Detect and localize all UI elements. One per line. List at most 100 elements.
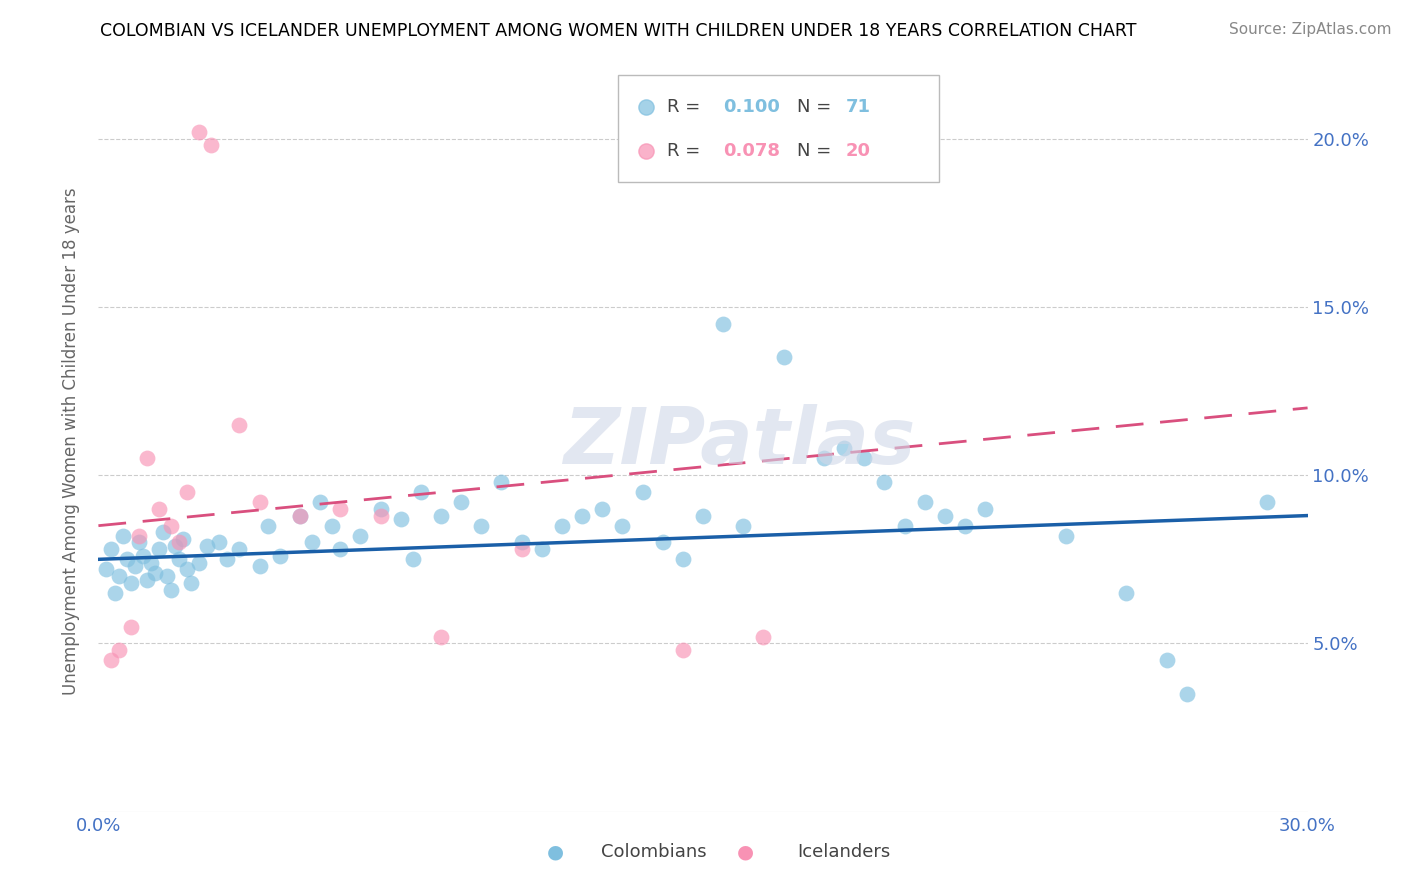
Point xyxy=(1175,687,1198,701)
Point xyxy=(370,501,392,516)
Point xyxy=(288,508,311,523)
Point xyxy=(96,562,118,576)
Point xyxy=(103,586,125,600)
Point xyxy=(188,125,211,139)
Point xyxy=(389,512,412,526)
Point xyxy=(269,549,291,563)
Point xyxy=(228,542,250,557)
Point xyxy=(711,317,734,331)
Text: ●: ● xyxy=(547,842,564,862)
Point xyxy=(530,542,553,557)
Point xyxy=(167,535,190,549)
Point xyxy=(111,529,134,543)
Point xyxy=(135,573,157,587)
Point xyxy=(591,501,613,516)
Point xyxy=(228,417,250,432)
Point xyxy=(143,566,166,580)
Point xyxy=(450,495,472,509)
Text: 71: 71 xyxy=(845,98,870,116)
Point xyxy=(491,475,513,489)
Point xyxy=(120,619,142,633)
Point xyxy=(430,630,453,644)
Point xyxy=(309,495,332,509)
Point xyxy=(974,501,997,516)
Point xyxy=(249,495,271,509)
Point xyxy=(370,508,392,523)
Point xyxy=(733,518,755,533)
Point xyxy=(132,549,155,563)
Point xyxy=(148,501,170,516)
Text: N =: N = xyxy=(797,142,838,160)
Point xyxy=(176,562,198,576)
Point xyxy=(160,518,183,533)
Point xyxy=(430,508,453,523)
Point xyxy=(551,518,574,533)
Point xyxy=(107,569,129,583)
Point xyxy=(832,442,855,456)
Point xyxy=(256,518,278,533)
Point xyxy=(934,508,956,523)
Point xyxy=(349,529,371,543)
Point xyxy=(249,559,271,574)
Point xyxy=(953,518,976,533)
Point xyxy=(914,495,936,509)
Point xyxy=(288,508,311,523)
Point xyxy=(1256,495,1278,509)
Point xyxy=(180,575,202,590)
FancyBboxPatch shape xyxy=(619,75,939,183)
Text: R =: R = xyxy=(666,142,706,160)
Text: Icelanders: Icelanders xyxy=(797,843,890,861)
Text: ●: ● xyxy=(737,842,754,862)
Text: 0.100: 0.100 xyxy=(724,98,780,116)
Point xyxy=(208,535,231,549)
Point xyxy=(402,552,425,566)
Text: Colombians: Colombians xyxy=(600,843,707,861)
Point xyxy=(612,518,634,533)
Point xyxy=(188,556,211,570)
Point xyxy=(107,643,129,657)
Point xyxy=(1156,653,1178,667)
Point xyxy=(510,535,533,549)
Text: Source: ZipAtlas.com: Source: ZipAtlas.com xyxy=(1229,22,1392,37)
Text: COLOMBIAN VS ICELANDER UNEMPLOYMENT AMONG WOMEN WITH CHILDREN UNDER 18 YEARS COR: COLOMBIAN VS ICELANDER UNEMPLOYMENT AMON… xyxy=(100,22,1137,40)
Point xyxy=(409,485,432,500)
Point xyxy=(329,542,352,557)
Point xyxy=(873,475,896,489)
Point xyxy=(1054,529,1077,543)
Point xyxy=(752,630,775,644)
Point xyxy=(217,552,239,566)
Point xyxy=(1115,586,1137,600)
Point xyxy=(148,542,170,557)
Point xyxy=(195,539,218,553)
Y-axis label: Unemployment Among Women with Children Under 18 years: Unemployment Among Women with Children U… xyxy=(62,187,80,696)
Point xyxy=(128,529,150,543)
Point xyxy=(893,518,915,533)
Point xyxy=(163,539,186,553)
Point xyxy=(631,485,654,500)
Point xyxy=(329,501,352,516)
Point xyxy=(772,351,794,365)
Point xyxy=(160,582,183,597)
Point xyxy=(672,643,695,657)
Point xyxy=(200,138,222,153)
Point xyxy=(176,485,198,500)
Point xyxy=(100,542,122,557)
Text: 0.078: 0.078 xyxy=(724,142,780,160)
Point xyxy=(510,542,533,557)
Point xyxy=(470,518,492,533)
Point xyxy=(124,559,146,574)
Point xyxy=(135,451,157,466)
Point xyxy=(813,451,835,466)
Point xyxy=(651,535,673,549)
Point xyxy=(100,653,122,667)
Point xyxy=(120,575,142,590)
Point xyxy=(853,451,876,466)
Point xyxy=(172,532,194,546)
Point xyxy=(167,552,190,566)
Point xyxy=(115,552,138,566)
Point xyxy=(139,556,162,570)
Text: N =: N = xyxy=(797,98,838,116)
Point xyxy=(571,508,593,523)
Point xyxy=(152,525,174,540)
Text: ZIPatlas: ZIPatlas xyxy=(564,403,915,480)
